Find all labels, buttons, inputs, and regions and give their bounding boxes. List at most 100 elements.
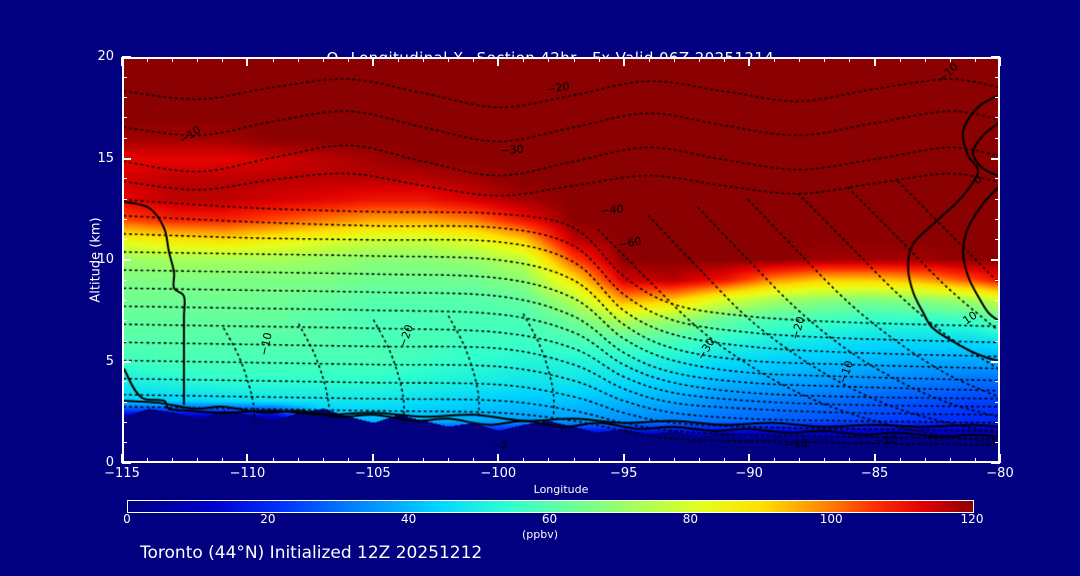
x-minor-tick [397,458,399,463]
x-minor-tick [698,57,700,62]
x-minor-tick [849,57,851,62]
y-minor-tick [995,137,1000,139]
x-minor-tick [673,57,675,62]
y-minor-tick [122,117,127,119]
y-tick-mark [991,259,1000,261]
x-tick-mark [246,57,249,66]
y-minor-tick [995,279,1000,281]
y-minor-tick [122,279,127,281]
x-minor-tick [272,458,274,463]
y-minor-tick [122,401,127,403]
y-minor-tick [995,300,1000,302]
x-minor-tick [924,458,926,463]
colorbar-tick-label-6: 120 [960,512,984,526]
colorbar-tick-label-4: 80 [682,512,698,526]
x-minor-tick [573,458,575,463]
x-tick-mark [371,454,374,463]
x-minor-tick [448,57,450,62]
x-minor-tick [347,458,349,463]
x-minor-tick [147,458,149,463]
x-tick-label-5: −90 [735,466,763,481]
y-tick-mark [122,157,131,160]
x-tick-label-7: −80 [986,466,1014,481]
x-minor-tick [297,57,299,62]
x-minor-tick [974,458,976,463]
x-tick-mark [999,57,1001,66]
x-minor-tick [197,458,199,463]
x-tick-mark [246,454,249,463]
y-minor-tick [122,239,127,241]
y-minor-tick [122,381,127,383]
y-minor-tick [995,76,1000,78]
x-minor-tick [598,57,600,62]
x-axis-label: Longitude [533,483,589,496]
colorbar-tick-label-3: 60 [541,512,558,526]
y-tick-mark [991,157,1000,160]
x-minor-tick [974,57,976,62]
x-minor-tick [799,458,801,463]
x-tick-label-1: −110 [229,466,266,481]
y-minor-tick [995,178,1000,180]
y-tick-mark [991,462,1000,464]
y-tick-label-0: 0 [105,455,114,470]
y-minor-tick [122,178,127,180]
colorbar [127,500,974,513]
x-minor-tick [222,458,224,463]
x-minor-tick [573,57,575,62]
y-minor-tick [122,300,127,302]
y-minor-tick [995,320,1000,322]
x-minor-tick [523,57,525,62]
x-minor-tick [774,458,776,463]
x-tick-mark [121,57,123,66]
y-minor-tick [995,198,1000,200]
y-minor-tick [122,421,127,423]
x-minor-tick [924,57,926,62]
y-tick-label-2: 10 [97,252,114,267]
x-minor-tick [423,458,425,463]
x-minor-tick [899,57,901,62]
x-minor-tick [473,57,475,62]
x-tick-mark [371,57,374,66]
y-minor-tick [122,137,127,139]
y-minor-tick [122,442,127,444]
x-tick-label-2: −105 [354,466,391,481]
x-minor-tick [197,57,199,62]
y-tick-mark [122,259,131,261]
x-tick-mark [873,57,876,66]
y-tick-mark [122,56,131,58]
x-minor-tick [448,458,450,463]
x-minor-tick [147,57,149,62]
x-minor-tick [322,458,324,463]
y-minor-tick [122,320,127,322]
y-minor-tick [122,76,127,78]
x-minor-tick [598,458,600,463]
x-tick-mark [748,57,751,66]
x-minor-tick [648,57,650,62]
y-tick-label-3: 15 [97,150,114,166]
x-tick-mark [748,454,751,463]
x-tick-label-4: −95 [609,466,638,481]
x-minor-tick [172,458,174,463]
x-minor-tick [673,458,675,463]
x-minor-tick [347,57,349,62]
ozone-contour-field [124,59,998,461]
x-minor-tick [949,57,951,62]
y-tick-mark [122,360,131,363]
colorbar-tick-label-2: 40 [401,512,417,526]
y-minor-tick [122,198,127,200]
x-minor-tick [397,57,399,62]
y-minor-tick [995,218,1000,220]
y-minor-tick [995,381,1000,383]
y-minor-tick [995,401,1000,403]
y-minor-tick [122,218,127,220]
y-minor-tick [995,117,1000,119]
x-minor-tick [949,458,951,463]
x-minor-tick [222,57,224,62]
x-minor-tick [824,57,826,62]
footer-caption: Toronto (44°N) Initialized 12Z 20251212 [140,543,483,563]
y-minor-tick [995,340,1000,342]
x-tick-mark [622,454,625,463]
x-minor-tick [423,57,425,62]
y-tick-label-1: 5 [105,353,114,369]
